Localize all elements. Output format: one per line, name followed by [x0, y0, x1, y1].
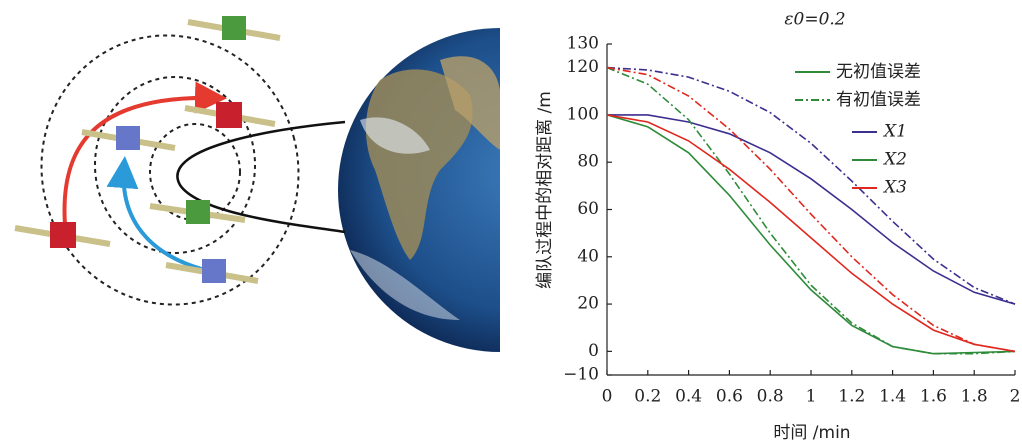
orbit-diagram: [11, 6, 662, 352]
x-tick-label: 1: [806, 387, 817, 407]
figure: ε0=0.2 时间 /min 编队过程中的相对距离 /m −1002040608…: [0, 0, 1022, 445]
legend-label: X1: [882, 122, 907, 142]
series-line: [607, 68, 1015, 352]
x-axis-label: 时间 /min: [773, 423, 850, 443]
series-line: [607, 68, 1015, 305]
y-tick-label: 20: [577, 294, 599, 314]
series-line: [607, 68, 1015, 354]
y-axis-label: 编队过程中的相对距离 /m: [535, 91, 555, 289]
series-line: [607, 115, 1015, 352]
x-tick-label: 0.6: [716, 387, 743, 407]
x-tick-label: 0.4: [675, 387, 702, 407]
legend-label: X2: [882, 150, 907, 170]
legend-label: 无初值误差: [836, 62, 921, 82]
y-tick-label: 80: [577, 152, 599, 172]
series-line: [607, 115, 1015, 354]
legend-label: X3: [882, 178, 907, 198]
y-tick-label: 40: [577, 246, 599, 266]
x-tick-label: 1.6: [920, 387, 947, 407]
series-line: [607, 115, 1015, 304]
chart-title: ε0=0.2: [784, 10, 845, 30]
y-tick-label: −10: [563, 365, 599, 385]
y-tick-label: 60: [577, 199, 599, 219]
earth: [338, 28, 662, 352]
x-tick-label: 0.8: [757, 387, 784, 407]
x-tick-label: 1.8: [961, 387, 988, 407]
x-tick-label: 2: [1010, 387, 1021, 407]
x-tick-label: 1.2: [838, 387, 865, 407]
legend-label: 有初值误差: [836, 90, 921, 110]
x-tick-label: 0: [602, 387, 613, 407]
y-tick-label: 120: [567, 57, 599, 77]
y-tick-label: 100: [567, 104, 599, 124]
x-tick-label: 0.2: [634, 387, 661, 407]
y-tick-label: 130: [567, 34, 599, 54]
x-tick-label: 1.4: [879, 387, 906, 407]
y-tick-label: 0: [588, 341, 599, 361]
